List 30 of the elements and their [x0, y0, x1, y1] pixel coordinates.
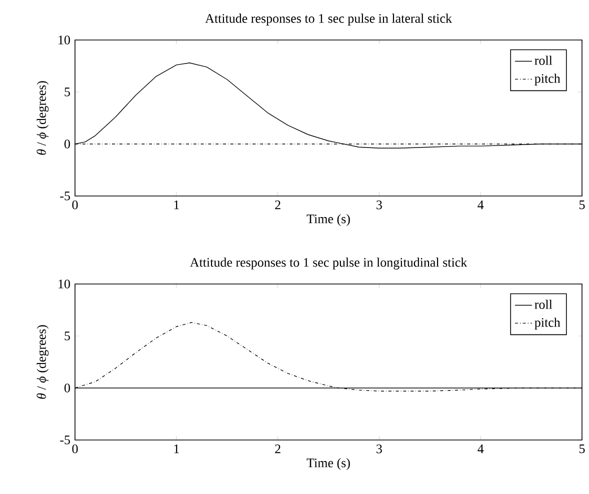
legend-label: pitch [534, 74, 560, 86]
y-axis-title: θ / ϕ (degrees) [36, 81, 49, 155]
x-tick-label: 4 [478, 444, 484, 454]
chart-title: Attitude responses to 1 sec pulse in lateral stick [205, 14, 452, 26]
y-tick-label: 10 [58, 36, 70, 44]
y-tick-label: 0 [64, 384, 70, 392]
x-tick-label: 0 [72, 444, 78, 454]
x-tick-label: 0 [72, 200, 78, 210]
x-tick-label: 2 [275, 200, 280, 210]
x-tick-label: 5 [580, 200, 585, 210]
x-tick-label: 3 [376, 200, 382, 210]
y-axis-title: θ / ϕ (degrees) [36, 325, 49, 399]
legend-label: pitch [534, 318, 560, 330]
x-tick-label: 1 [174, 444, 179, 454]
y-tick-label: -5 [60, 192, 70, 200]
y-tick-label: 10 [58, 280, 70, 288]
y-tick-label: 5 [64, 332, 70, 340]
x-tick-label: 2 [275, 444, 280, 454]
chart-title: Attitude responses to 1 sec pulse in longitudinal stick [190, 258, 468, 270]
x-tick-label: 3 [376, 444, 382, 454]
y-tick-label: 0 [64, 140, 70, 148]
x-tick-label: 5 [580, 444, 585, 454]
legend-label: roll [534, 300, 552, 309]
x-axis-title: Time (s) [306, 458, 350, 470]
y-tick-label: -5 [60, 436, 70, 444]
x-tick-label: 4 [478, 200, 484, 210]
x-tick-label: 1 [174, 200, 179, 210]
y-tick-label: 5 [64, 88, 70, 96]
legend-label: roll [534, 56, 552, 65]
x-axis-title: Time (s) [306, 214, 350, 226]
